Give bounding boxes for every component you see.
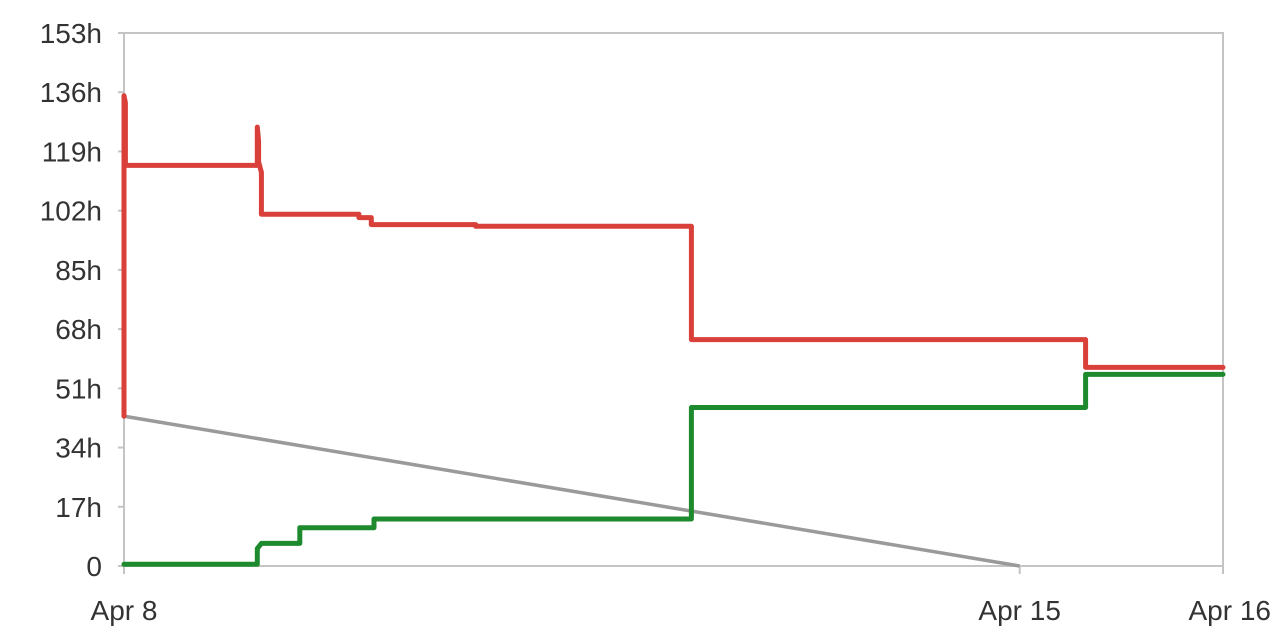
y-axis: 0 17h 34h 51h 68h 85h 102h 119h 136h 153h [40, 18, 124, 582]
remaining-work-line [121, 93, 1226, 419]
y-tick-label: 17h [55, 492, 102, 523]
y-tick-label: 34h [55, 433, 102, 464]
y-tick-label: 153h [40, 18, 102, 49]
plot-area-frame [123, 32, 1224, 567]
y-tick-label: 68h [55, 314, 102, 345]
series-layer [121, 93, 1226, 568]
y-tick-label: 85h [55, 255, 102, 286]
x-tick-label: Apr 16 [1189, 595, 1272, 626]
x-axis: Apr 8 Apr 15 Apr 16 [91, 566, 1271, 626]
y-tick-label: 136h [40, 77, 102, 108]
completed-work-line [121, 371, 1226, 567]
y-tick-label: 0 [86, 551, 102, 582]
x-tick-label: Apr 15 [978, 595, 1061, 626]
x-tick-label: Apr 8 [91, 595, 158, 626]
y-tick-label: 102h [40, 196, 102, 227]
y-tick-label: 51h [55, 373, 102, 404]
y-tick-label: 119h [42, 136, 102, 167]
ideal-guide-line [123, 414, 1020, 568]
